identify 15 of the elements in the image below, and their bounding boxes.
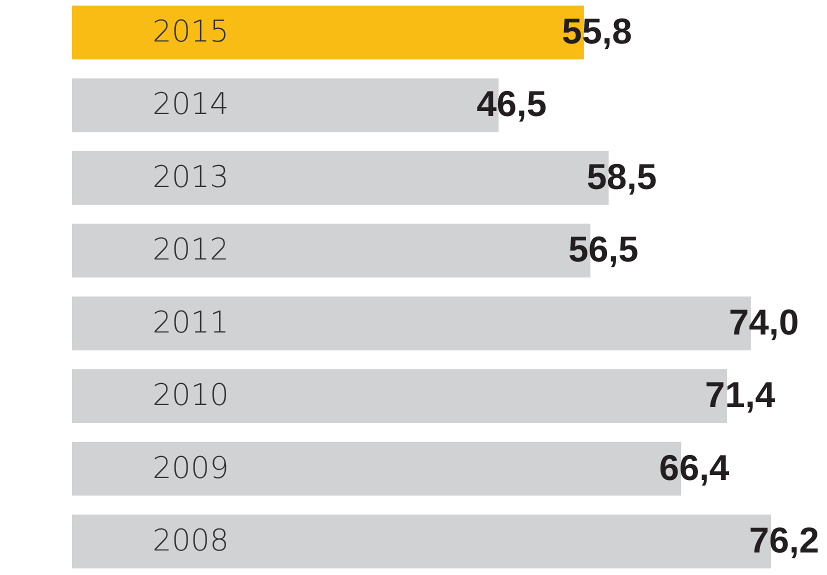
data-label: 66,4 [659, 446, 730, 488]
y-tick-label: 2009 [152, 450, 229, 486]
y-tick-label: 2013 [152, 160, 229, 195]
data-label: 56,5 [568, 228, 638, 270]
data-label: 46,5 [476, 83, 547, 124]
y-tick-label: 2014 [152, 87, 229, 122]
y-tick-label: 2012 [152, 232, 229, 268]
data-label: 58,5 [586, 156, 657, 197]
data-label: 76,2 [749, 519, 820, 560]
data-label: 74,0 [728, 301, 799, 342]
y-tick-label: 2011 [152, 305, 229, 340]
y-tick-label: 2015 [152, 14, 229, 50]
y-tick-label: 2010 [152, 378, 229, 414]
data-label: 71,4 [705, 374, 776, 416]
y-tick-label: 2008 [152, 523, 229, 558]
